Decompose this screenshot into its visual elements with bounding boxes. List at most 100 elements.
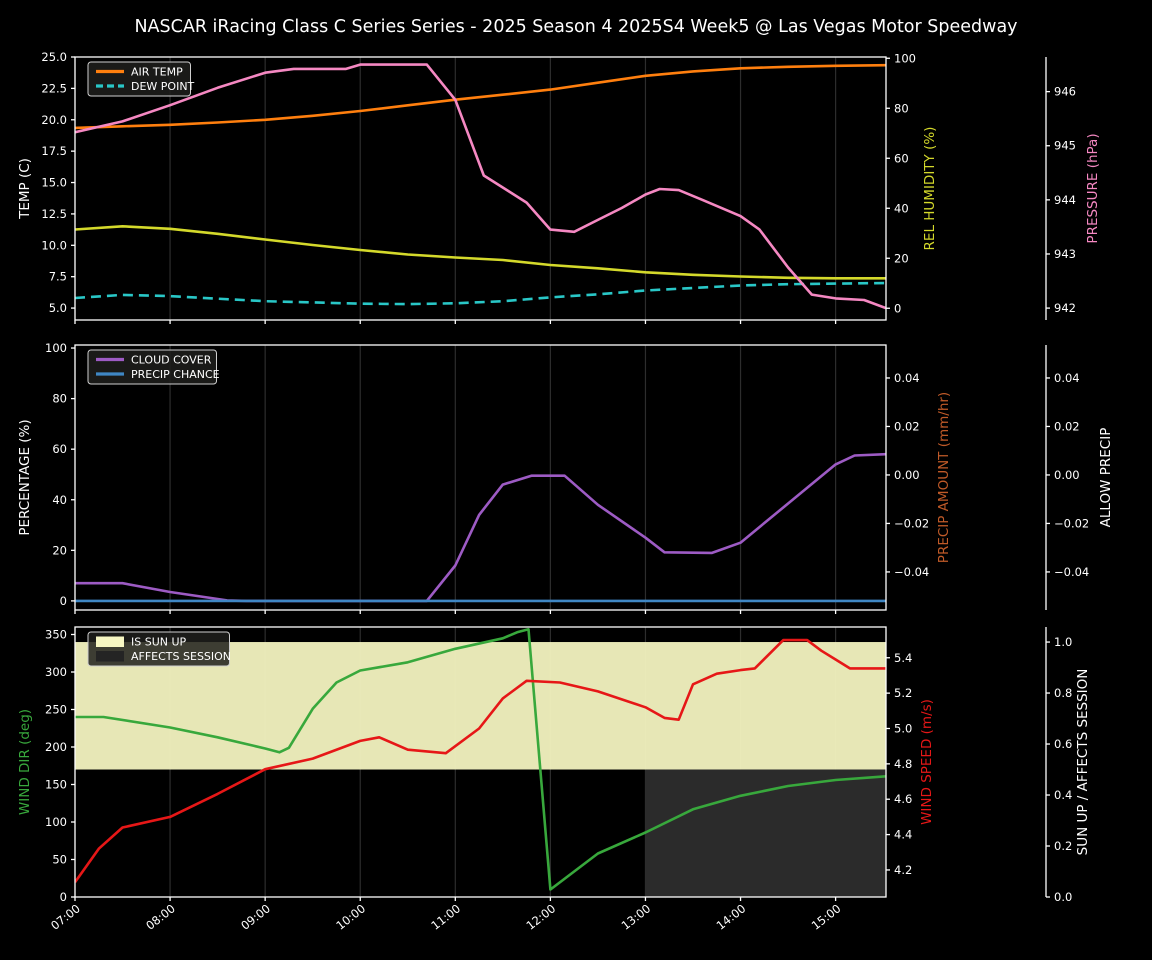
y-tick-label: −0.04	[894, 565, 929, 579]
legend-label: AFFECTS SESSION	[131, 650, 231, 663]
y-tick-label: 5.4	[894, 651, 912, 665]
y-tick-label: 25.0	[41, 50, 67, 64]
y-tick-label: 0.02	[894, 419, 920, 433]
series-air-temp	[75, 63, 886, 130]
y-tick-label: 0.04	[1054, 371, 1080, 385]
y-tick-label: 40	[894, 201, 909, 215]
subplot-temperature-humidity-pressure: 5.0 7.5 10.0 12.5 15.0 17.5 20.0 22.5 25.0 TEMP (…	[17, 50, 1101, 324]
y-tick-label: 4.4	[894, 828, 912, 842]
y-tick-label: 20	[52, 543, 67, 557]
y-tick-label: 22.5	[41, 81, 67, 95]
legend-label: IS SUN UP	[131, 636, 187, 649]
y-tick-label: −0.02	[894, 516, 929, 530]
axes-frame	[74, 56, 887, 321]
y-tick-label: 1.0	[1054, 635, 1072, 649]
right-axis-label: WIND SPEED (m/s)	[919, 699, 935, 825]
y-tick-label: 80	[894, 101, 909, 115]
y-tick-label: 0	[894, 301, 901, 315]
legend-label: CLOUD COVER	[131, 354, 212, 367]
right-axis-label: REL HUMIDITY (%)	[922, 127, 938, 251]
y-tick-label: 5.0	[49, 301, 67, 315]
affects-session-band	[645, 769, 886, 897]
y-tick-label: 0	[60, 890, 67, 904]
y-tick-label: 4.8	[894, 757, 912, 771]
y-tick-label: 80	[52, 392, 67, 406]
y-tick-label: 944	[1054, 193, 1076, 207]
y-tick-label: 4.2	[894, 863, 912, 877]
y-tick-label: 200	[45, 740, 67, 754]
axes-frame	[74, 344, 887, 611]
y-tick-label: 0.02	[1054, 419, 1080, 433]
y-tick-label: 0.00	[894, 468, 920, 482]
series-rel-humidity	[75, 225, 886, 280]
y-tick-label: 942	[1054, 301, 1076, 315]
x-tick-label: 15:00	[809, 901, 844, 932]
y-tick-label: 50	[52, 853, 67, 867]
left-axis-label: TEMP (C)	[17, 158, 33, 220]
y-tick-label: 0	[60, 594, 67, 608]
y-tick-label: 0.0	[1054, 890, 1072, 904]
y-tick-label: 350	[45, 628, 67, 642]
series-pressure	[75, 63, 886, 310]
y-tick-label: 0.8	[1054, 686, 1072, 700]
y-tick-label: 943	[1054, 247, 1076, 261]
y-tick-label: −0.04	[1054, 565, 1089, 579]
y-tick-label: 12.5	[41, 207, 67, 221]
right-axis-label: ALLOW PRECIP	[1098, 428, 1114, 528]
y-tick-label: 4.6	[894, 792, 912, 806]
left-axis-label: PERCENTAGE (%)	[17, 419, 33, 535]
y-tick-label: 945	[1054, 139, 1076, 153]
right-axis-label: PRESSURE (hPa)	[1085, 133, 1101, 243]
y-tick-label: 0.2	[1054, 839, 1072, 853]
legend-swatch	[96, 636, 124, 647]
subplot-cloud-precip: 0 20 40 60 80 100 PERCENTAGE (%) 0.04 0.02 0.00 −0…	[17, 341, 1114, 614]
y-tick-label: 0.4	[1054, 788, 1072, 802]
y-tick-label: 0.6	[1054, 737, 1072, 751]
y-tick-label: 946	[1054, 85, 1076, 99]
y-tick-label: 250	[45, 703, 67, 717]
x-tick-label: 08:00	[143, 901, 178, 932]
y-tick-label: 15.0	[41, 176, 67, 190]
subplot-wind-sun: 07:00 08:00 09:00 10:00 11:00 12:00 13:00 14:00…	[17, 626, 1091, 933]
y-tick-label: 100	[45, 341, 67, 355]
legend-label: AIR TEMP	[131, 66, 183, 79]
x-tick-label: 14:00	[714, 901, 749, 932]
y-tick-label: 0.04	[894, 371, 920, 385]
x-tick-label: 10:00	[333, 901, 368, 932]
y-tick-label: 10.0	[41, 238, 67, 252]
series-wind-speed	[75, 638, 886, 884]
left-axis-label: WIND DIR (deg)	[17, 709, 33, 815]
y-tick-label: 0.00	[1054, 468, 1080, 482]
y-tick-label: 17.5	[41, 144, 67, 158]
legend-label: PRECIP CHANCE	[131, 368, 220, 381]
series-wind-dir	[75, 627, 886, 891]
y-tick-label: 5.2	[894, 686, 912, 700]
series-dew-point	[75, 281, 886, 306]
x-tick-label: 09:00	[238, 901, 273, 932]
legend-swatch	[96, 651, 124, 662]
y-tick-label: 40	[52, 493, 67, 507]
x-tick-label: 07:00	[48, 901, 83, 932]
right-axis-label: PRECIP AMOUNT (mm/hr)	[936, 392, 952, 563]
y-tick-label: 100	[45, 815, 67, 829]
right-axis-label: SUN UP / AFFECTS SESSION	[1075, 669, 1091, 856]
legend-label: DEW POINT	[131, 80, 195, 93]
y-tick-label: 150	[45, 778, 67, 792]
y-tick-label: 5.0	[894, 721, 912, 735]
y-tick-label: 100	[894, 51, 916, 65]
y-tick-label: 20.0	[41, 113, 67, 127]
y-tick-label: 7.5	[49, 270, 67, 284]
x-tick-label: 11:00	[428, 901, 463, 932]
y-tick-label: −0.02	[1054, 516, 1089, 530]
y-tick-label: 60	[894, 151, 909, 165]
y-tick-label: 300	[45, 665, 67, 679]
series-cloud-cover	[75, 452, 886, 603]
y-tick-label: 20	[894, 251, 909, 265]
x-tick-label: 12:00	[523, 901, 558, 932]
y-tick-label: 60	[52, 442, 67, 456]
x-tick-label: 13:00	[619, 901, 654, 932]
axes-frame	[74, 626, 887, 898]
figure-title: NASCAR iRacing Class C Series Series - 2…	[134, 17, 1018, 37]
